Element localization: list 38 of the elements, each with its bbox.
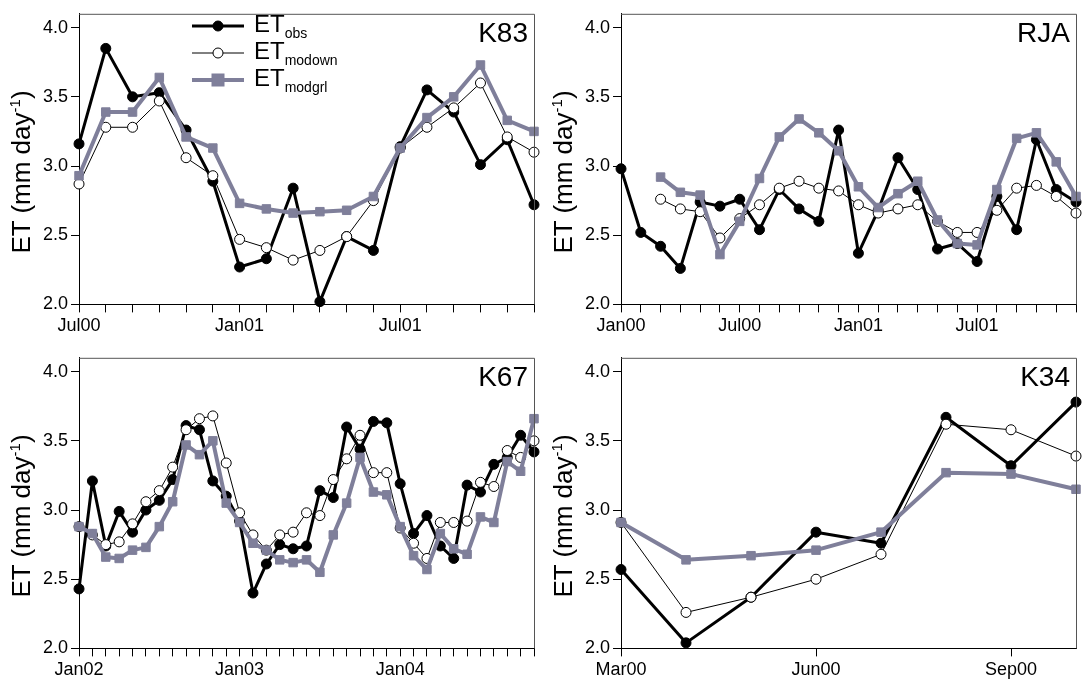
x-tick-label: Jan03 (215, 659, 265, 680)
x-tick-label: Jul00 (57, 315, 101, 336)
y-tick-label: 3.0 (42, 498, 69, 519)
y-tick-label: 2.5 (42, 568, 69, 589)
x-tick-label: Jun00 (791, 659, 841, 680)
x-tick-label: Jul01 (378, 315, 422, 336)
x-tick-label: Jan04 (375, 659, 425, 680)
y-tick-label: 4.0 (584, 16, 611, 37)
chart-title: RJA (1017, 16, 1071, 48)
chart-title: K83 (478, 16, 528, 48)
y-tick-label: 2.0 (584, 293, 611, 314)
y-tick-label: 3.0 (584, 498, 611, 519)
y-tick-label: 3.0 (584, 154, 611, 175)
y-tick-label: 4.0 (584, 360, 611, 381)
y-tick-label: 2.5 (42, 224, 69, 245)
y-tick-label: 2.5 (584, 568, 611, 589)
x-tick-label: Jan00 (596, 315, 646, 336)
x-tick-label: Jul00 (718, 315, 762, 336)
x-tick-label: Jul01 (955, 315, 999, 336)
y-tick-label: 3.0 (42, 154, 69, 175)
y-tick-label: 2.0 (42, 637, 69, 658)
y-tick-label: 3.5 (42, 85, 69, 106)
x-tick-label: Jan01 (215, 315, 265, 336)
y-tick-label: 4.0 (42, 360, 69, 381)
y-tick-label: 3.5 (584, 85, 611, 106)
x-tick-label: Sep00 (984, 659, 1038, 680)
y-tick-label: 3.5 (584, 429, 611, 450)
x-tick-label: Jan01 (833, 315, 883, 336)
y-tick-label: 2.5 (584, 224, 611, 245)
y-tick-label: 4.0 (42, 16, 69, 37)
y-tick-label: 2.0 (42, 293, 69, 314)
x-tick-label: Jan02 (54, 659, 104, 680)
chart-title: K67 (478, 360, 528, 392)
legend-label: ET$_{obs}$ (254, 9, 308, 41)
y-tick-label: 2.0 (584, 637, 611, 658)
chart-title: K34 (1020, 360, 1070, 392)
x-tick-label: Mar00 (595, 659, 647, 680)
y-tick-label: 3.5 (42, 429, 69, 450)
